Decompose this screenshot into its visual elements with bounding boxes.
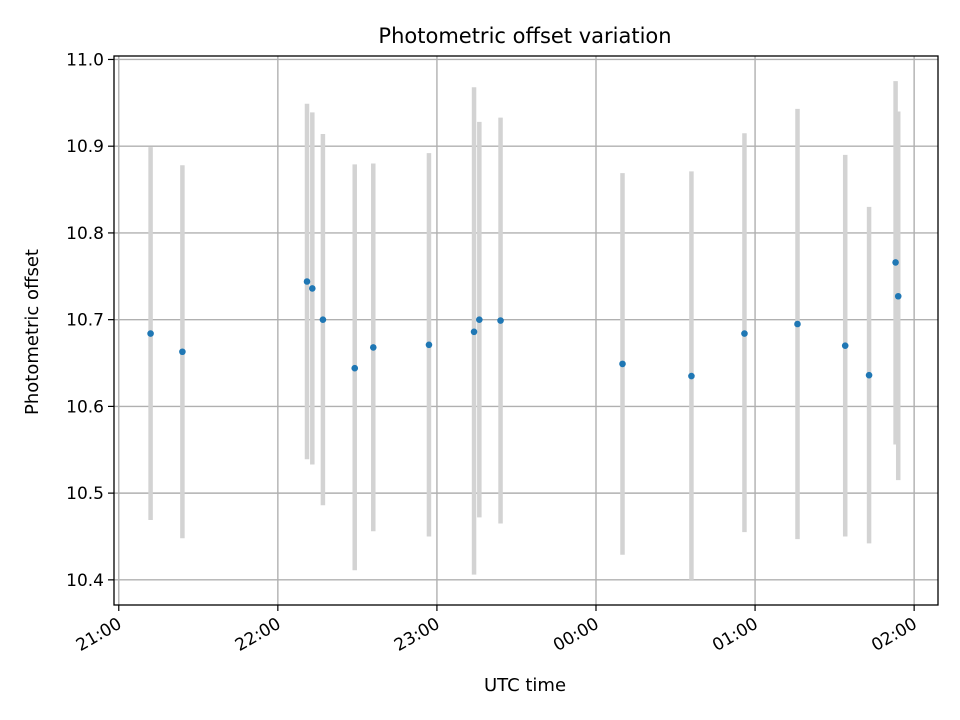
y-tick-label: 10.6 <box>66 397 104 417</box>
errorbar-layer <box>148 81 901 580</box>
y-tick-label: 10.9 <box>66 137 104 157</box>
data-point <box>369 344 377 351</box>
data-point <box>147 330 154 337</box>
y-tick-label: 10.7 <box>66 311 104 331</box>
data-point <box>179 348 186 356</box>
axes-frame <box>113 55 939 606</box>
y-tick-label: 11.0 <box>66 50 104 70</box>
data-point <box>688 372 695 380</box>
y-axis-label: Photometric offset <box>22 249 43 415</box>
data-point <box>894 292 902 300</box>
data-point <box>319 316 327 323</box>
x-tick-label: 00:00 <box>550 614 602 656</box>
y-tick-label: 10.4 <box>66 571 104 591</box>
chart-title: Photometric offset variation <box>378 24 671 48</box>
grid-layer <box>114 56 938 605</box>
data-point <box>619 360 626 368</box>
data-point <box>470 328 478 336</box>
data-point <box>892 259 899 266</box>
data-point <box>351 364 359 372</box>
point-layer <box>147 259 902 380</box>
data-point <box>741 330 748 337</box>
data-point <box>303 278 311 285</box>
axes-layer <box>113 55 939 606</box>
x-tick-label: 21:00 <box>73 614 125 656</box>
x-tick-label: 02:00 <box>868 614 920 656</box>
x-axis-label: UTC time <box>484 675 566 696</box>
data-point <box>309 285 316 292</box>
x-tick-label: 22:00 <box>232 614 284 656</box>
data-point <box>425 341 433 349</box>
tick-layer: 21:00 22:00 23:00 00:00 01:00 02:00 10.4 10.5 10… <box>66 50 920 655</box>
data-point <box>476 316 483 323</box>
y-tick-label: 10.5 <box>66 484 104 504</box>
y-tick-label: 10.8 <box>66 224 104 244</box>
x-tick-label: 23:00 <box>391 614 443 656</box>
data-point <box>794 320 801 328</box>
data-point <box>497 317 504 324</box>
x-tick-label: 01:00 <box>709 614 761 656</box>
data-point <box>841 342 849 349</box>
data-point <box>865 371 873 379</box>
